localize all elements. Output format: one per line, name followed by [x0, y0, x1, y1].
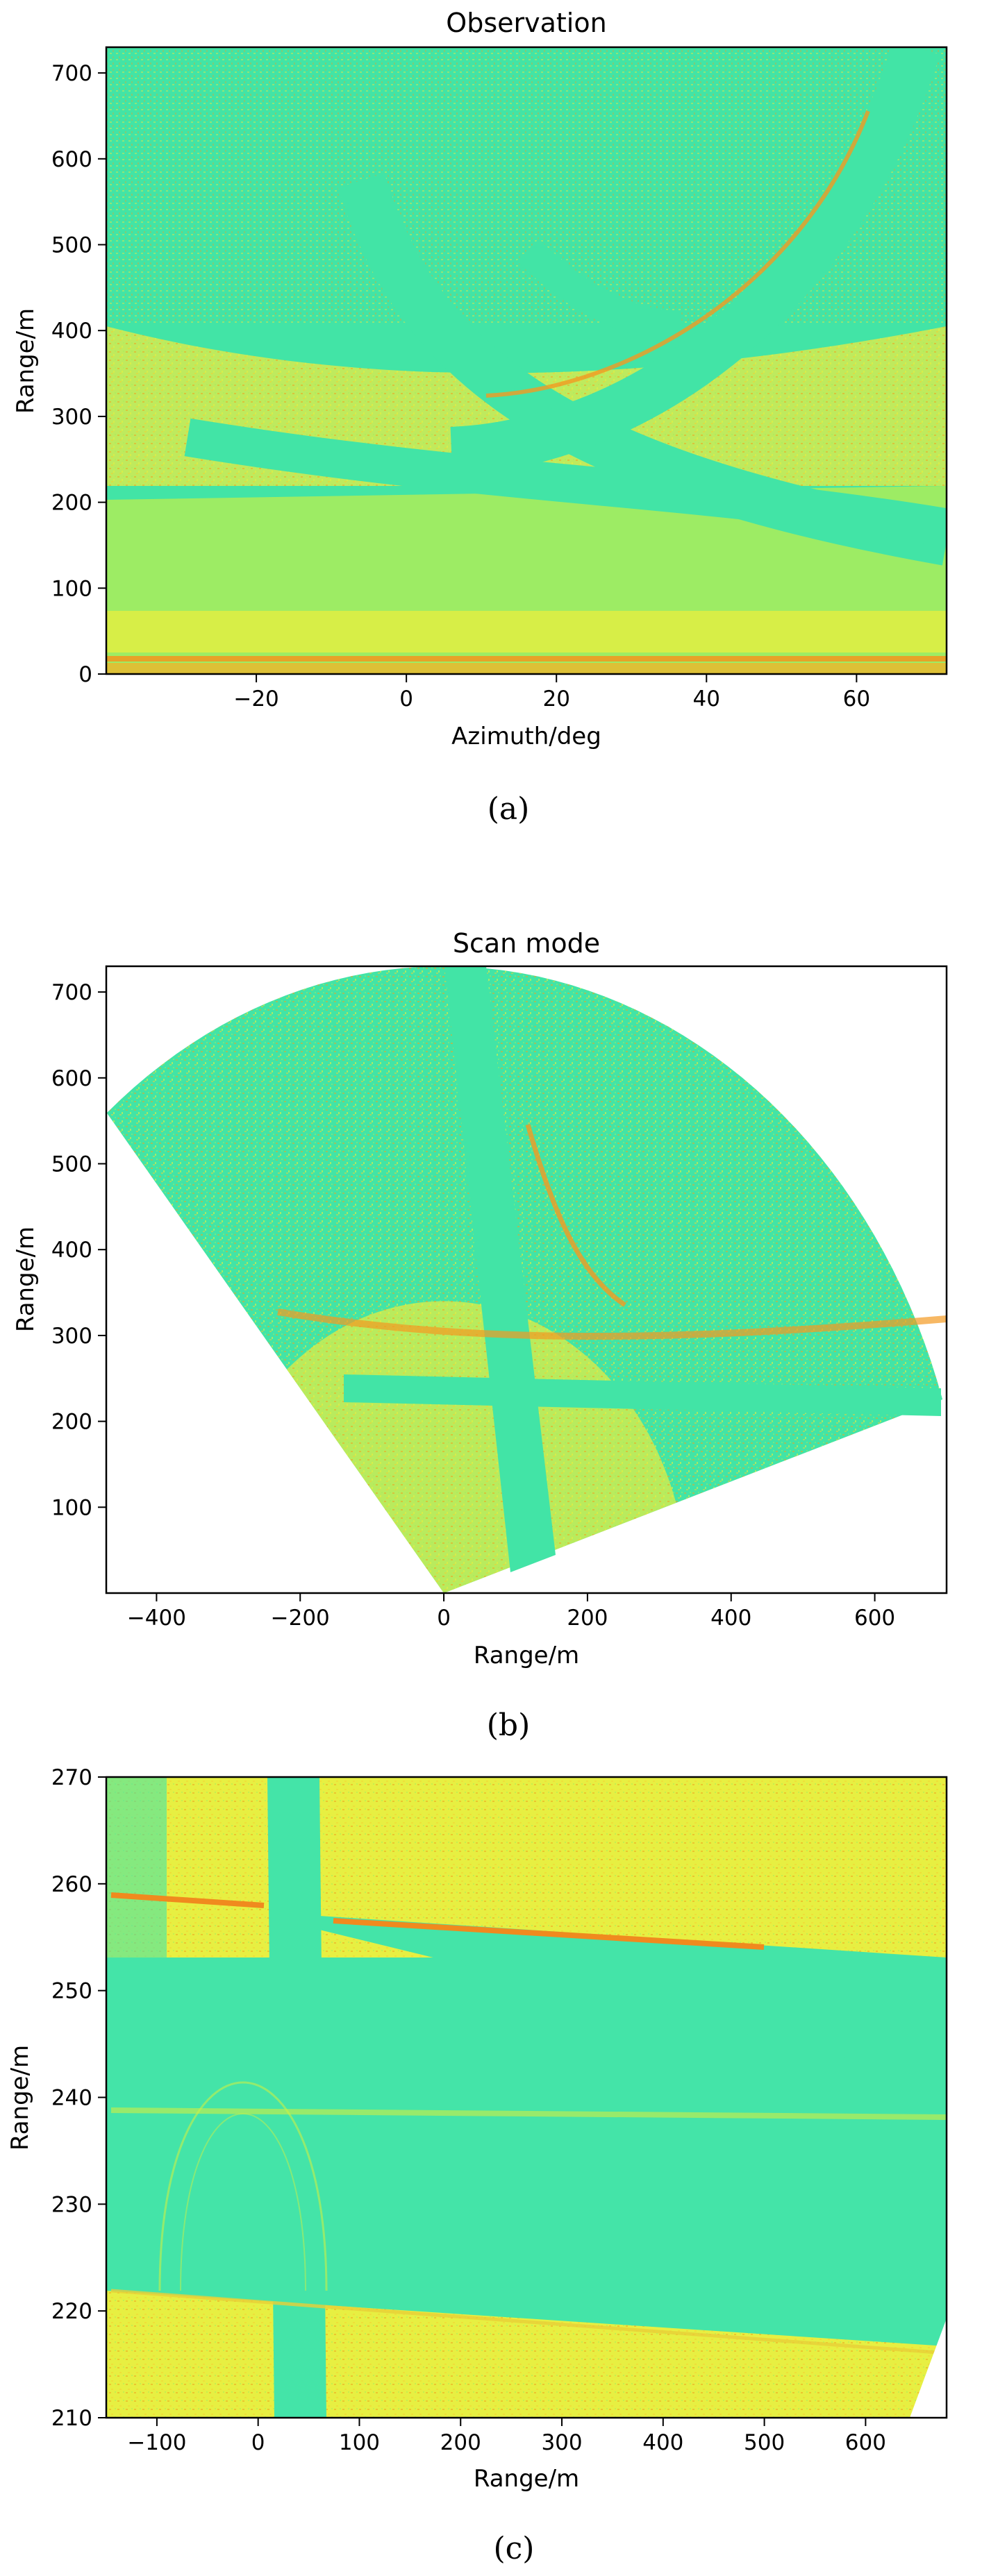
y-tick-label: 240 [51, 2086, 92, 2111]
panel-a: Observation −20 0 20 40 60010020030040050060… [12, 8, 948, 827]
panel-b: Scan mode −400 −200 0 200 400 600 100 200 300 400… [12, 928, 948, 1743]
panel-c-xlabel: Range/m [474, 2465, 579, 2493]
x-tick-label: −20 [233, 687, 278, 712]
y-tick-label: 300 [51, 1324, 92, 1349]
panel-a-xlabel: Azimuth/deg [451, 723, 601, 750]
x-tick-label: 20 [542, 687, 569, 712]
x-tick-label: 0 [399, 687, 413, 712]
x-tick-label: 60 [843, 687, 870, 712]
x-tick-label: 500 [744, 2430, 785, 2455]
x-tick-label: 400 [642, 2430, 683, 2455]
y-tick-label: 600 [51, 147, 92, 172]
y-tick-label: 100 [51, 1495, 92, 1520]
y-tick-label: 0 [78, 662, 92, 687]
panel-c-ylabel: Range/m [6, 2045, 34, 2150]
x-tick-label: −400 [127, 1606, 186, 1631]
panel-c: −100 0 100 200 300 400 500 600 210 220 230 240 250 26… [6, 1765, 948, 2566]
x-tick-label: −200 [271, 1606, 330, 1631]
y-tick-label: 250 [51, 1979, 92, 2004]
y-tick-label: 600 [51, 1066, 92, 1091]
x-tick-label: 600 [845, 2430, 886, 2455]
y-tick-label: 100 [51, 576, 92, 601]
y-tick-label: 270 [51, 1765, 92, 1790]
x-tick-label: 0 [251, 2430, 265, 2455]
y-tick-label: 200 [51, 1410, 92, 1435]
panel-b-image [106, 966, 947, 1593]
x-tick-label: 400 [710, 1606, 751, 1631]
y-tick-label: 220 [51, 2299, 92, 2324]
y-tick-label: 700 [51, 61, 92, 86]
x-tick-label: 600 [854, 1606, 895, 1631]
y-tick-label: 210 [51, 2406, 92, 2431]
x-tick-label: −100 [127, 2430, 186, 2455]
y-tick-label: 230 [51, 2192, 92, 2217]
panel-a-caption: (a) [488, 791, 530, 827]
x-tick-label: 200 [440, 2430, 481, 2455]
x-tick-label: 200 [567, 1606, 608, 1631]
y-tick-label: 300 [51, 405, 92, 430]
x-tick-label: 40 [693, 687, 720, 712]
panel-b-ticks: −400 −200 0 200 400 600 100 200 300 400 500 600 700 [51, 980, 895, 1631]
panel-a-image [106, 47, 947, 674]
y-tick-label: 500 [51, 233, 92, 258]
panel-b-xlabel: Range/m [474, 1642, 579, 1669]
y-tick-label: 400 [51, 1238, 92, 1263]
panel-a-title: Observation [446, 8, 606, 38]
x-tick-label: 300 [541, 2430, 582, 2455]
x-tick-label: 0 [437, 1606, 451, 1631]
panel-b-caption: (b) [487, 1708, 531, 1743]
y-tick-label: 200 [51, 491, 92, 516]
panel-b-title: Scan mode [453, 928, 600, 959]
panel-a-ylabel: Range/m [12, 308, 40, 414]
y-tick-label: 400 [51, 319, 92, 344]
panel-c-image [106, 1777, 947, 2418]
panel-c-ticks: −100 0 100 200 300 400 500 600 210 220 230 240 250 26… [51, 1765, 886, 2455]
panel-b-ylabel: Range/m [12, 1227, 40, 1332]
x-tick-label: 100 [339, 2430, 380, 2455]
y-tick-label: 260 [51, 1872, 92, 1897]
y-tick-label: 700 [51, 980, 92, 1005]
panel-c-caption: (c) [494, 2531, 535, 2566]
y-tick-label: 500 [51, 1152, 92, 1177]
